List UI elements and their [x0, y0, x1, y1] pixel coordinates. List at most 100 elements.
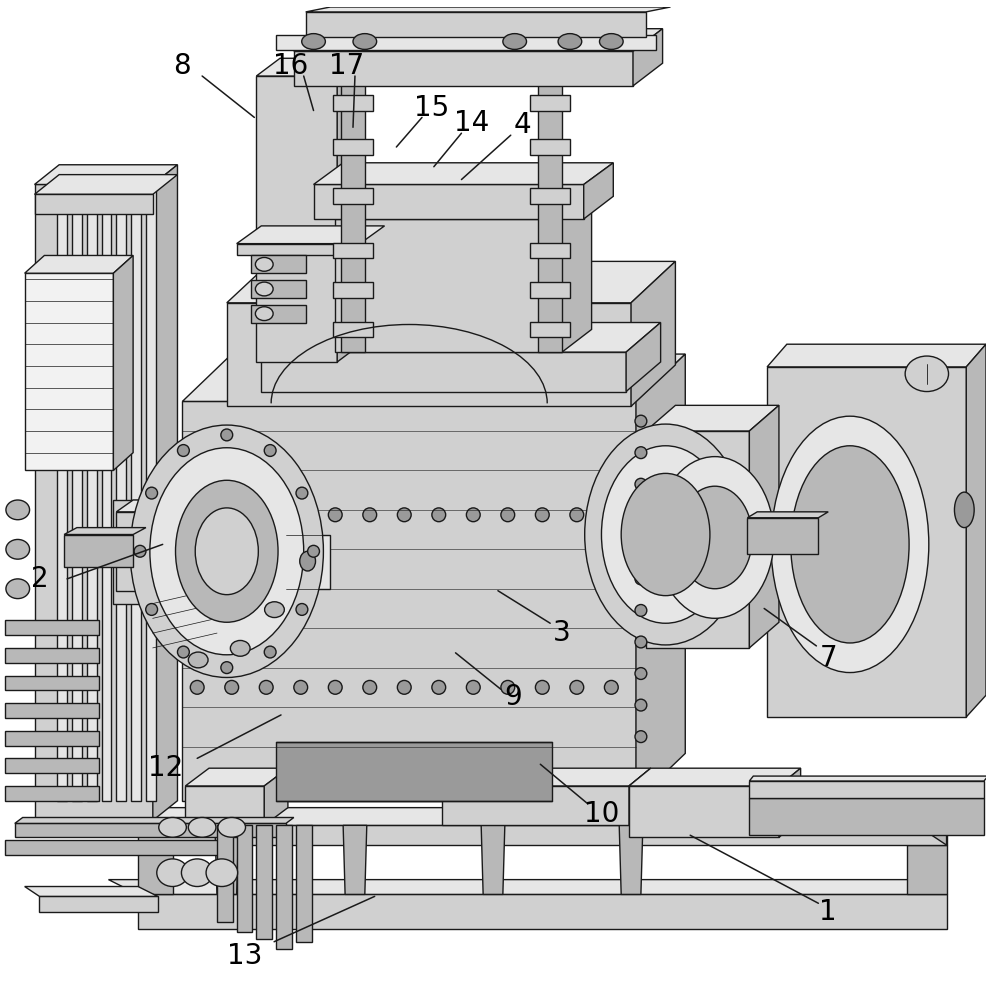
Polygon shape [138, 825, 947, 845]
Ellipse shape [635, 636, 647, 648]
Polygon shape [5, 648, 99, 663]
Ellipse shape [296, 487, 308, 499]
Text: 2: 2 [31, 565, 48, 593]
Polygon shape [5, 731, 99, 746]
Polygon shape [343, 825, 367, 894]
Text: 15: 15 [414, 94, 450, 122]
Ellipse shape [255, 282, 273, 296]
Polygon shape [314, 163, 613, 184]
Polygon shape [138, 894, 947, 929]
Ellipse shape [635, 605, 647, 616]
Ellipse shape [206, 859, 238, 887]
Ellipse shape [954, 492, 974, 528]
Polygon shape [5, 786, 99, 801]
Polygon shape [333, 282, 373, 298]
Bar [341, 66, 365, 352]
Polygon shape [256, 76, 337, 362]
Polygon shape [113, 255, 133, 470]
Polygon shape [333, 322, 373, 337]
Ellipse shape [150, 448, 304, 655]
Bar [251, 305, 306, 323]
Polygon shape [646, 431, 749, 648]
Polygon shape [917, 825, 947, 845]
Polygon shape [182, 401, 636, 801]
Polygon shape [530, 322, 570, 337]
Ellipse shape [259, 680, 273, 694]
Polygon shape [333, 139, 373, 155]
Ellipse shape [501, 508, 515, 522]
Polygon shape [237, 226, 385, 244]
Polygon shape [631, 261, 675, 406]
Polygon shape [35, 165, 177, 184]
Ellipse shape [604, 508, 618, 522]
Ellipse shape [635, 510, 647, 522]
Polygon shape [256, 825, 272, 939]
Ellipse shape [134, 545, 146, 557]
Ellipse shape [363, 680, 377, 694]
Polygon shape [5, 758, 99, 773]
Polygon shape [25, 255, 133, 273]
Polygon shape [185, 786, 264, 825]
Polygon shape [562, 196, 592, 352]
Ellipse shape [221, 429, 233, 441]
Ellipse shape [791, 446, 909, 643]
Ellipse shape [397, 680, 411, 694]
Polygon shape [619, 825, 643, 894]
Ellipse shape [363, 508, 377, 522]
Polygon shape [153, 165, 177, 820]
Polygon shape [442, 786, 629, 825]
Ellipse shape [255, 257, 273, 271]
Polygon shape [767, 344, 986, 367]
Polygon shape [39, 896, 158, 912]
Ellipse shape [635, 415, 647, 427]
Ellipse shape [771, 416, 929, 673]
Polygon shape [333, 188, 373, 204]
Ellipse shape [6, 579, 30, 599]
Ellipse shape [302, 34, 325, 49]
Polygon shape [227, 261, 675, 303]
Polygon shape [5, 703, 99, 718]
Bar [251, 255, 306, 273]
Ellipse shape [146, 487, 158, 499]
Bar [286, 535, 330, 589]
Polygon shape [530, 243, 570, 258]
Ellipse shape [604, 680, 618, 694]
Ellipse shape [328, 508, 342, 522]
Polygon shape [116, 500, 189, 512]
Polygon shape [15, 823, 286, 837]
Ellipse shape [635, 668, 647, 679]
Polygon shape [337, 58, 361, 362]
Ellipse shape [177, 646, 189, 658]
Polygon shape [5, 840, 227, 855]
Polygon shape [146, 189, 156, 801]
Polygon shape [530, 188, 570, 204]
Ellipse shape [308, 545, 319, 557]
Text: 16: 16 [273, 52, 309, 80]
Polygon shape [25, 273, 113, 470]
Polygon shape [306, 7, 670, 12]
Polygon shape [108, 808, 917, 825]
Ellipse shape [181, 859, 213, 887]
Polygon shape [646, 405, 779, 431]
Polygon shape [185, 768, 288, 786]
Polygon shape [261, 352, 626, 392]
Text: 4: 4 [514, 111, 531, 139]
Ellipse shape [635, 541, 647, 553]
Text: 12: 12 [148, 754, 183, 782]
Ellipse shape [294, 508, 308, 522]
Polygon shape [108, 880, 947, 894]
Polygon shape [87, 189, 97, 801]
Text: 9: 9 [504, 683, 522, 711]
Polygon shape [530, 282, 570, 298]
Ellipse shape [221, 662, 233, 674]
Polygon shape [35, 184, 153, 820]
Ellipse shape [635, 573, 647, 585]
Polygon shape [217, 825, 233, 922]
Polygon shape [35, 175, 177, 194]
Ellipse shape [635, 731, 647, 743]
Ellipse shape [177, 445, 189, 456]
Polygon shape [779, 768, 801, 837]
Ellipse shape [432, 508, 446, 522]
Bar [237, 244, 360, 255]
Polygon shape [173, 500, 189, 591]
